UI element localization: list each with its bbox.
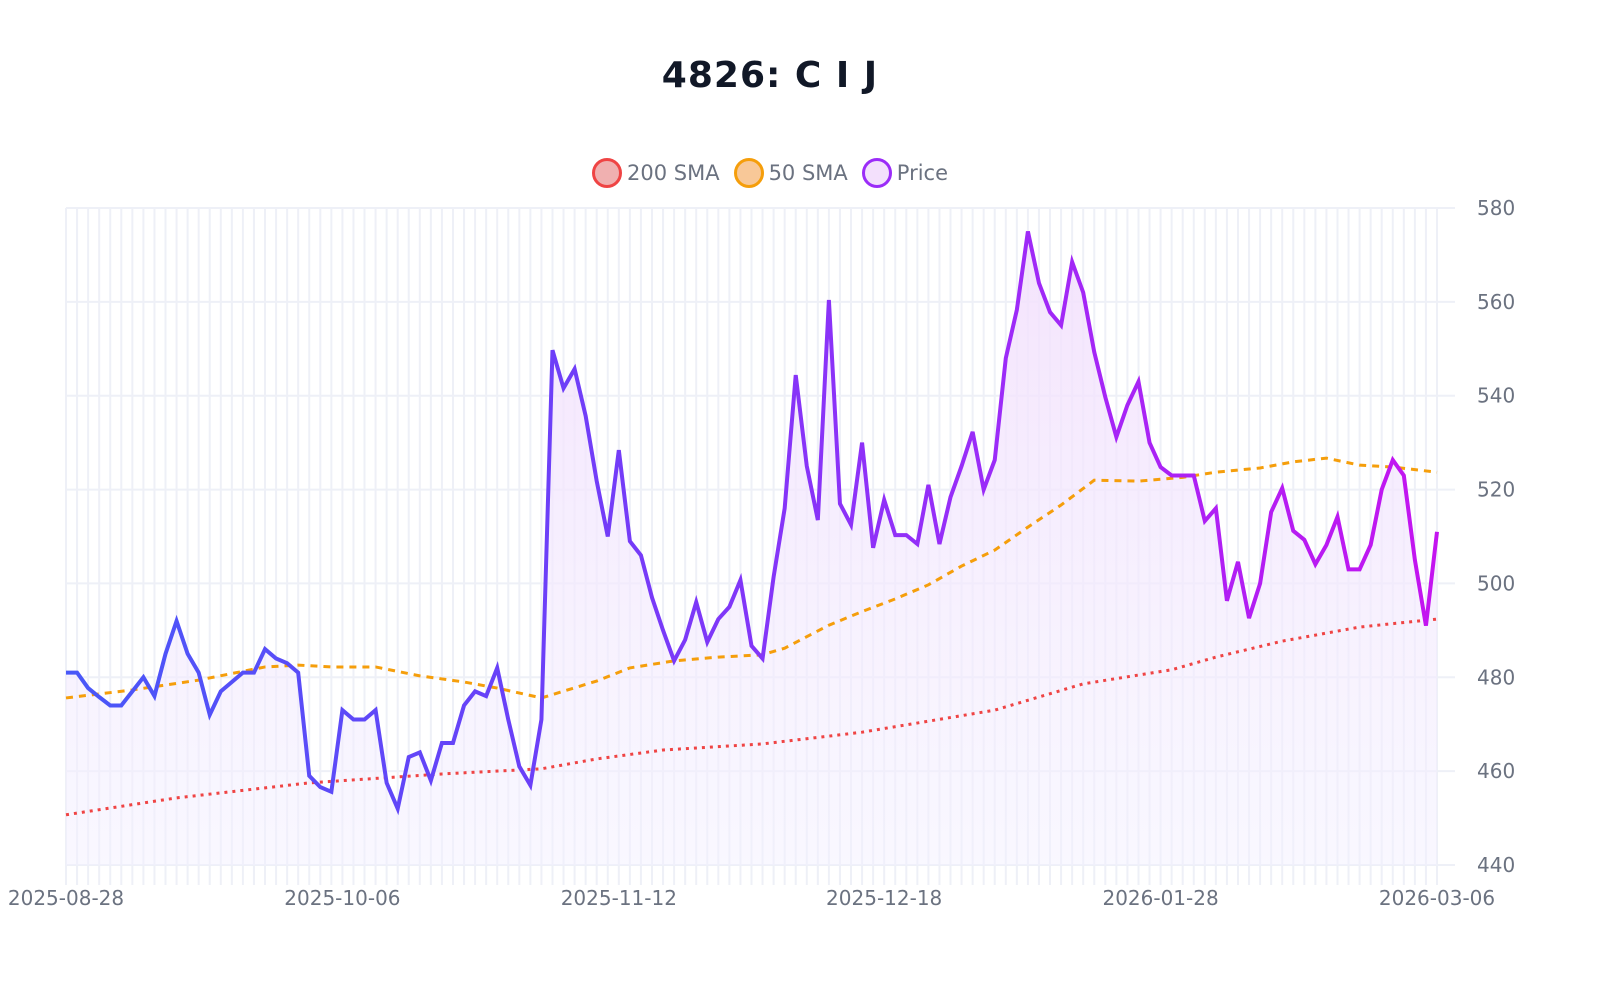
y-tick-label: 460 [1477, 759, 1515, 783]
x-tick-label: 2025-08-28 [8, 886, 124, 910]
y-tick-label: 500 [1477, 571, 1515, 595]
y-tick-label: 540 [1477, 384, 1515, 408]
y-tick-label: 580 [1477, 196, 1515, 220]
y-tick-label: 560 [1477, 290, 1515, 314]
legend-item-50-sma[interactable]: 50 SMA [733, 158, 848, 188]
x-tick-label: 2025-11-12 [561, 886, 677, 910]
x-tick-label: 2026-01-28 [1102, 886, 1218, 910]
legend-swatch-50-sma [733, 158, 764, 188]
price-area-fill [66, 231, 1437, 865]
chart-title: 4826: C I J [661, 55, 879, 96]
x-tick-label: 2026-03-06 [1379, 886, 1495, 910]
x-tick-label: 2025-10-06 [284, 886, 400, 910]
legend: 200 SMA 50 SMA Price [0, 158, 1540, 188]
line-50-sma [65, 456, 1438, 700]
x-tick-label: 2025-12-18 [826, 886, 942, 910]
legend-swatch-price [861, 158, 892, 188]
legend-label-50-sma: 50 SMA [768, 161, 848, 185]
legend-label-price: Price [896, 161, 949, 185]
legend-label-200-sma: 200 SMA [626, 161, 720, 185]
y-tick-label: 480 [1477, 665, 1515, 689]
legend-item-price[interactable]: Price [861, 158, 949, 188]
legend-item-200-sma[interactable]: 200 SMA [591, 158, 720, 188]
y-tick-label: 520 [1477, 478, 1515, 502]
legend-swatch-200-sma [591, 158, 622, 188]
y-tick-label: 440 [1477, 853, 1515, 877]
line-price [66, 231, 1439, 816]
